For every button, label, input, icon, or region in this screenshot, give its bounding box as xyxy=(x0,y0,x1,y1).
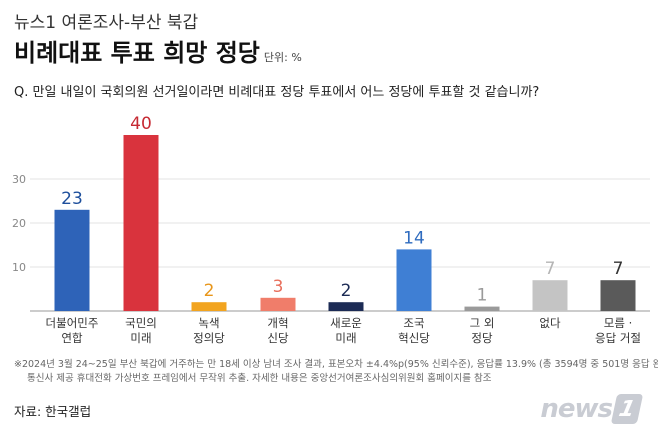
y-tick-label: 10 xyxy=(12,261,26,274)
category-label: 녹색 xyxy=(198,316,219,330)
chart-title: 비례대표 투표 희망 정당 단위: % xyxy=(14,33,302,68)
bar xyxy=(54,209,90,311)
y-tick-label: 20 xyxy=(12,217,26,230)
bar xyxy=(260,297,296,311)
data-label: 14 xyxy=(403,228,425,248)
footnote-line-2: 통신사 제공 휴대전화 가상번호 프레임에서 무작위 추출. 자세한 내용은 중… xyxy=(27,373,492,384)
category-label: 국민의 xyxy=(125,316,157,330)
bar xyxy=(328,302,364,311)
footnote: ※2024년 3월 24~25일 부산 북갑에 거주하는 만 18세 이상 남녀… xyxy=(14,358,658,386)
logo-text: news xyxy=(540,394,613,424)
category-label: 연합 xyxy=(61,331,83,345)
category-label: 더불어민주 xyxy=(46,316,99,330)
bar xyxy=(123,135,159,311)
survey-subtitle: 뉴스1 여론조사-부산 북갑 xyxy=(14,13,199,33)
news1-logo: news 1 xyxy=(540,394,644,424)
footnote-line-1: ※2024년 3월 24~25일 부산 북갑에 거주하는 만 18세 이상 남녀… xyxy=(14,359,658,370)
category-label: 그 외 xyxy=(470,316,495,330)
chart-title-text: 비례대표 투표 희망 정당 xyxy=(14,39,260,67)
logo-badge: 1 xyxy=(610,394,644,424)
data-label: 7 xyxy=(545,259,556,279)
data-label: 1 xyxy=(477,286,488,306)
y-tick-label: 30 xyxy=(12,173,26,186)
bar xyxy=(600,280,636,311)
bar xyxy=(532,280,568,311)
data-label: 40 xyxy=(130,114,152,134)
bar xyxy=(396,249,432,311)
bar xyxy=(464,306,500,311)
data-label: 2 xyxy=(341,281,352,301)
category-label: 미래 xyxy=(130,331,151,345)
category-label: 정당 xyxy=(471,331,493,345)
data-label: 23 xyxy=(61,189,83,209)
category-label: 모름 · xyxy=(604,316,632,330)
category-label: 응답 거절 xyxy=(595,331,641,345)
data-label: 3 xyxy=(273,277,284,297)
category-label: 개혁 xyxy=(267,316,288,330)
category-label: 새로운 xyxy=(330,316,362,330)
data-label: 2 xyxy=(204,281,215,301)
unit-label: 단위: % xyxy=(263,51,302,64)
category-label: 혁신당 xyxy=(398,331,430,345)
category-label: 조국 xyxy=(403,316,424,330)
bar xyxy=(191,302,227,311)
category-label: 미래 xyxy=(335,331,356,345)
category-label: 없다 xyxy=(539,316,561,330)
survey-question: Q. 만일 내일이 국회의원 선거일이라면 비례대표 정당 투표에서 어느 정당… xyxy=(14,85,540,100)
source-label: 자료: 한국갤럽 xyxy=(14,404,92,419)
category-label: 정의당 xyxy=(193,331,225,345)
category-label: 신당 xyxy=(267,331,289,345)
data-label: 7 xyxy=(613,259,624,279)
